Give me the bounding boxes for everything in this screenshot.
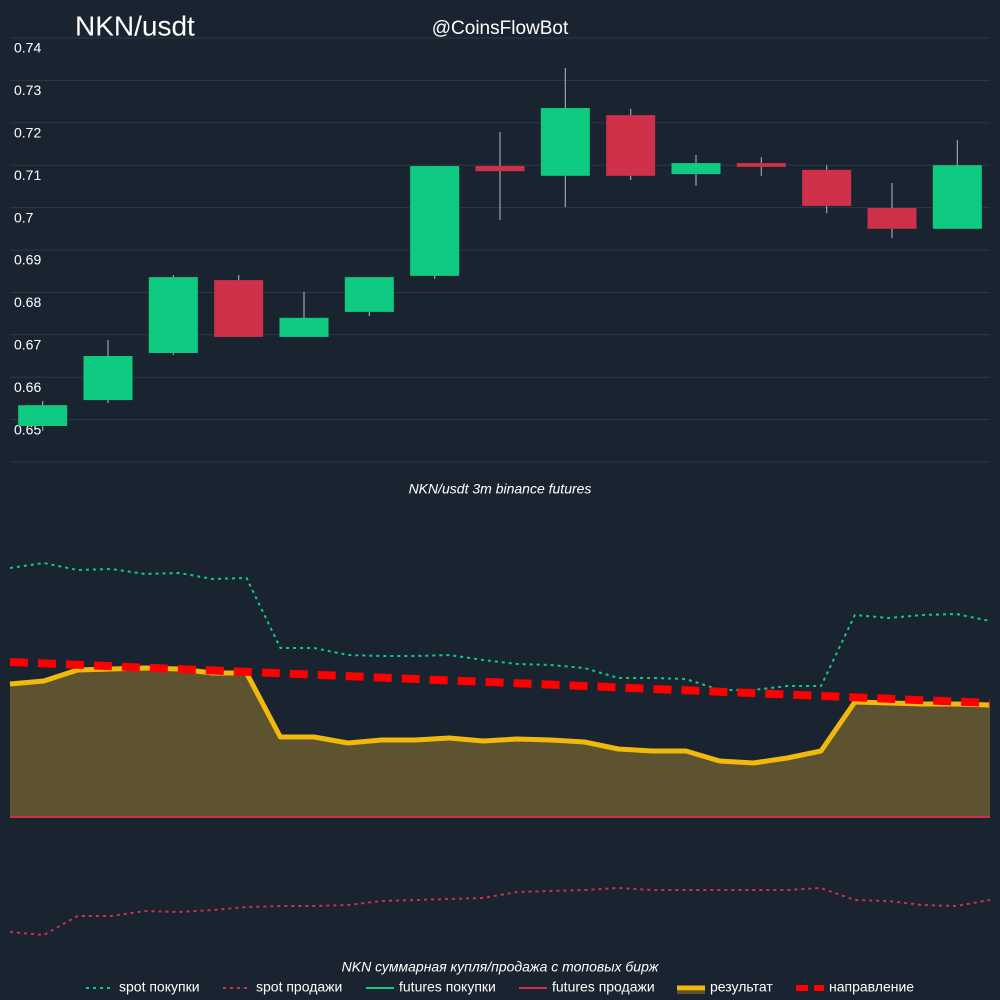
line [9,562,991,691]
candle-body [802,169,852,206]
watermark: @CoinsFlowBot [432,18,569,39]
candle-body [867,208,917,229]
y-tick-label: 0.68 [14,294,41,310]
y-tick-label: 0.71 [14,167,41,183]
y-tick-label: 0.66 [14,379,41,395]
legend-label: futures продажи [552,979,655,995]
chart-title: NKN/usdt [75,10,195,41]
legend-label: направление [829,979,914,995]
candle-body [83,356,133,401]
legend-label: результат [710,979,773,995]
y-tick-label: 0.69 [14,252,41,268]
y-tick-label: 0.73 [14,82,41,98]
candle-body [736,163,786,167]
line [9,887,991,936]
legend-label: futures покупки [399,979,496,995]
line [9,665,991,766]
legend-label: spot продажи [256,979,342,995]
candle-body [932,165,982,229]
y-tick-label: 0.74 [14,40,41,56]
candle-body [606,115,656,176]
y-tick-label: 0.67 [14,337,41,353]
candle-body [214,280,264,337]
candle-body [344,277,394,312]
line [9,658,991,707]
candle-body [475,166,525,172]
candle-body [18,405,68,426]
candle-body [671,163,721,175]
candle-body [279,317,329,337]
candle-body [540,107,590,176]
legend-label: spot покупки [119,979,200,995]
x-axis-title: NKN суммарная купля/продажа с топовых би… [342,959,660,975]
candle-body [148,277,198,354]
y-tick-label: 0.72 [14,125,41,141]
candle-body [410,166,460,276]
y-tick-label: 0.7 [14,209,34,225]
x-axis-title: NKN/usdt 3m binance futures [409,481,592,497]
legend-swatch [677,991,705,994]
